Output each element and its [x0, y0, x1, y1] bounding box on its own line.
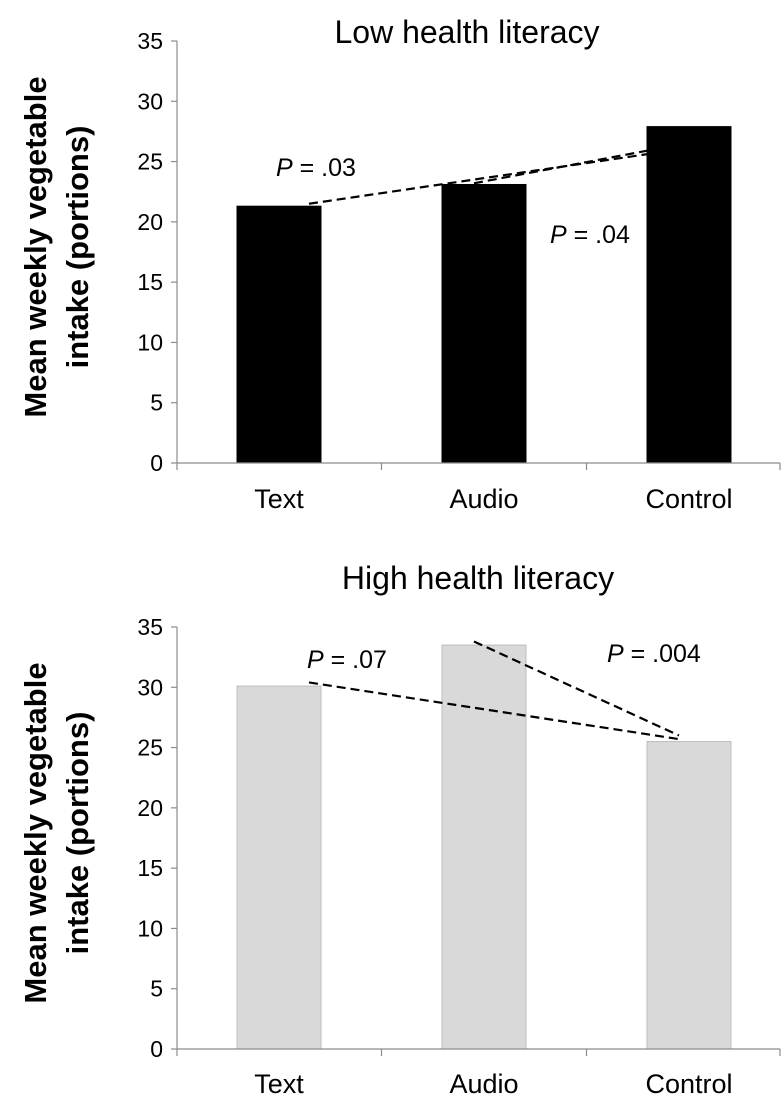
y-tick-label: 15	[137, 269, 163, 295]
y-axis-label-line-2: intake (portions)	[60, 712, 95, 955]
y-tick-label: 0	[150, 450, 163, 476]
y-axis-label-line-1: Mean weekly vegetable	[18, 662, 53, 1003]
chart-low-health-literacy: Low health literacy Mean weekly vegetabl…	[18, 14, 781, 514]
p-value-number: = .03	[293, 154, 356, 182]
chart-title: High health literacy	[342, 560, 614, 596]
p-value-number: = .04	[567, 221, 630, 249]
y-axis-label: Mean weekly vegetable	[18, 76, 53, 417]
x-tick-label: Audio	[449, 1069, 518, 1099]
axes	[176, 41, 780, 464]
p-value-label: P = .07	[307, 646, 387, 674]
bar-text	[236, 685, 322, 1050]
x-axis-ticks: Text Audio Control	[176, 463, 781, 514]
y-tick-label: 35	[137, 28, 163, 54]
p-value-symbol: P	[550, 221, 567, 249]
x-axis-ticks: Text Audio Control	[176, 1049, 781, 1099]
y-axis-label-line-2: intake (portions)	[60, 126, 95, 369]
p-value-symbol: P	[607, 640, 624, 668]
y-axis-label: Mean weekly vegetable	[18, 662, 53, 1003]
bars	[236, 644, 732, 1050]
bar-control	[646, 741, 732, 1050]
y-tick-label: 30	[137, 674, 163, 700]
y-tick-label: 0	[150, 1036, 163, 1062]
significance-line	[308, 148, 680, 205]
significance-line	[473, 640, 680, 737]
x-tick-label: Text	[254, 484, 304, 514]
x-tick-label: Audio	[449, 484, 518, 514]
bar-control	[646, 126, 732, 464]
significance-annotations: P = .07 P = .004	[307, 640, 701, 741]
y-tick-label: 5	[150, 976, 163, 1002]
y-axis-ticks: 0 5 10 15 20 25 30 35	[137, 614, 177, 1062]
x-tick-label: Text	[254, 1069, 304, 1099]
y-tick-label: 20	[137, 795, 163, 821]
chart-high-health-literacy: High health literacy Mean weekly vegetab…	[18, 560, 781, 1099]
p-value-number: = .004	[624, 640, 701, 668]
chart-title: Low health literacy	[334, 14, 599, 50]
y-axis-label-2: intake (portions)	[60, 712, 95, 955]
axes	[176, 627, 780, 1050]
x-tick-label: Control	[645, 1069, 732, 1099]
p-value-symbol: P	[276, 154, 293, 182]
y-tick-label: 10	[137, 915, 163, 941]
y-tick-label: 25	[137, 149, 163, 175]
p-value-label: P = .03	[276, 154, 356, 182]
bar-audio	[441, 183, 527, 464]
y-axis-ticks: 0 5 10 15 20 25 30 35	[137, 28, 177, 476]
significance-line	[308, 681, 680, 741]
y-tick-label: 25	[137, 735, 163, 761]
x-tick-label: Control	[645, 484, 732, 514]
p-value-symbol: P	[307, 646, 324, 674]
y-axis-label-2: intake (portions)	[60, 126, 95, 369]
bar-text	[236, 205, 322, 464]
p-value-label: P = .004	[607, 640, 701, 668]
y-axis-label-line-1: Mean weekly vegetable	[18, 76, 53, 417]
y-tick-label: 20	[137, 209, 163, 235]
p-value-number: = .07	[324, 646, 387, 674]
y-tick-label: 35	[137, 614, 163, 640]
significance-line	[473, 143, 680, 185]
significance-annotations: P = .03P = .04	[276, 143, 680, 249]
bars	[236, 126, 732, 464]
y-tick-label: 30	[137, 88, 163, 114]
p-value-label: P = .04	[550, 221, 630, 249]
y-tick-label: 15	[137, 855, 163, 881]
y-tick-label: 5	[150, 390, 163, 416]
y-tick-label: 10	[137, 329, 163, 355]
